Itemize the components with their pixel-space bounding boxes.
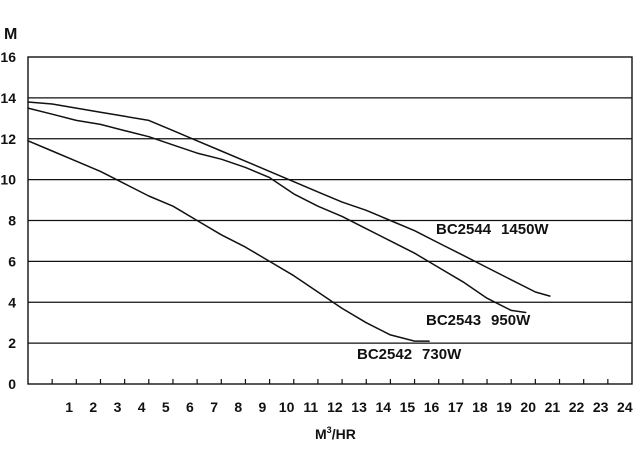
x-tick-label: 12: [327, 399, 343, 415]
x-tick-label: 16: [424, 399, 440, 415]
x-tick-label: 2: [89, 399, 97, 415]
x-tick-label: 19: [496, 399, 512, 415]
y-tick-label: 14: [0, 90, 16, 106]
x-tick-label: 11: [303, 399, 318, 415]
y-tick-label: 12: [0, 131, 16, 147]
x-tick-label: 24: [617, 399, 633, 415]
x-tick-label: 15: [400, 399, 416, 415]
x-tick-labels: 1234567891011121314151617181920212223242…: [65, 399, 633, 415]
series-label-bc2543-power: 950W: [491, 312, 531, 329]
y-tick-label: 10: [0, 172, 16, 188]
series-label-bc2544: BC2544 1450W: [436, 221, 549, 238]
series-label-bc2544-model: BC2544: [436, 221, 492, 238]
x-tick-label: 9: [259, 399, 267, 415]
y-tick-label: 8: [8, 213, 16, 229]
x-axis-title-superscript: 3: [327, 425, 332, 435]
x-tick-label: 5: [162, 399, 170, 415]
y-tick-label: 16: [0, 49, 16, 65]
x-tick-label: 4: [138, 399, 146, 415]
x-tick-label: 21: [545, 399, 561, 415]
x-tick-label: 1: [65, 399, 73, 415]
y-tick-label: 6: [8, 253, 16, 269]
series-label-bc2542-model: BC2542: [357, 346, 412, 363]
x-axis-title-rest: /HR: [332, 426, 356, 442]
x-tick-label: 20: [520, 399, 536, 415]
y-tick-label: 2: [8, 335, 16, 351]
series-line-bc2543: [27, 107, 527, 314]
x-tick-label: 18: [472, 399, 488, 415]
x-tick-label: 3: [114, 399, 122, 415]
x-axis-title: M3/HR: [315, 425, 356, 442]
series-label-bc2543: BC2543 950W: [426, 312, 531, 329]
series-label-bc2542: BC2542 730W: [357, 346, 462, 363]
x-tick-label: 7: [210, 399, 218, 415]
series-label-bc2542-power: 730W: [422, 346, 462, 363]
plot-frame: [27, 56, 633, 385]
grid-lines: [28, 97, 632, 344]
series-line-bc2544: [27, 101, 551, 297]
x-axis-title-main: M: [315, 426, 327, 442]
x-tick-label: 8: [234, 399, 242, 415]
axis-ticks: [51, 379, 609, 384]
x-tick-label: 10: [279, 399, 295, 415]
y-tick-label: 4: [8, 294, 16, 310]
y-tick-label: 0: [8, 376, 16, 392]
x-tick-label: 22: [569, 399, 585, 415]
y-axis-title: M: [4, 26, 17, 43]
series-label-bc2544-power: 1450W: [501, 221, 549, 238]
x-tick-label: 14: [375, 399, 391, 415]
x-tick-label: 13: [351, 399, 367, 415]
y-tick-labels: 0 2 4 6 8 10 12 14 16: [0, 49, 16, 392]
x-tick-label: 17: [448, 399, 464, 415]
x-tick-label: 23: [593, 399, 609, 415]
series-curves: [27, 101, 551, 342]
series-line-bc2542: [27, 140, 430, 342]
series-label-bc2543-model: BC2543: [426, 312, 481, 329]
x-tick-label: 6: [186, 399, 194, 415]
